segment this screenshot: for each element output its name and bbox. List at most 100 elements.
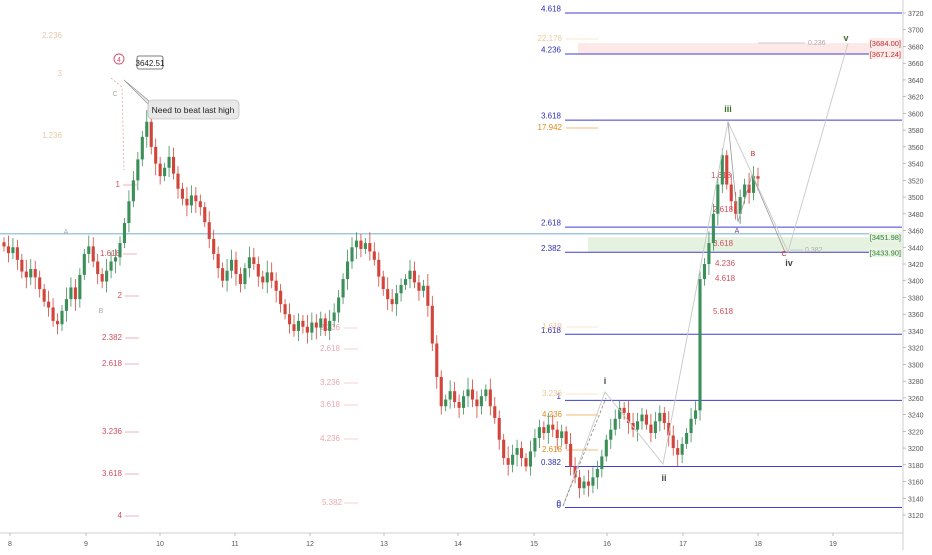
fib-label: 0.382	[541, 458, 562, 467]
wave-label-c: C	[781, 251, 786, 258]
candle-body	[11, 247, 15, 254]
candle-body	[693, 410, 698, 419]
candle-body	[738, 197, 742, 214]
candle-body	[247, 257, 251, 269]
fib-label: 2.618	[541, 219, 562, 228]
candle-body	[457, 402, 461, 408]
candle-body	[229, 259, 234, 271]
candle-body	[96, 261, 100, 275]
left-fib-label: 1.618	[100, 249, 121, 258]
fib-label: 2.382	[541, 244, 562, 253]
price-tag-bg	[869, 247, 902, 258]
y-axis-label: 3220	[908, 429, 924, 436]
candle-body	[279, 290, 283, 305]
candle-body	[354, 240, 359, 248]
callout-box	[147, 99, 240, 120]
orange-fib-label: 3.236	[542, 389, 563, 398]
x-axis-label: 18	[754, 541, 762, 548]
candle-body	[395, 293, 399, 305]
fib-label: 1.618	[541, 326, 562, 335]
candle-body	[29, 269, 33, 278]
candle-body	[127, 201, 131, 224]
candle-body	[408, 270, 412, 280]
fib-zero-extra: 0	[557, 501, 562, 510]
y-axis-label: 3300	[908, 362, 924, 369]
candle-body	[470, 389, 475, 400]
orange-fib-label: 4.236	[542, 410, 563, 419]
candle-body	[225, 270, 229, 281]
left-fib-label: 1.236	[42, 131, 63, 140]
high-price-box	[136, 55, 164, 70]
candle-body	[707, 243, 711, 264]
red-fib-label: 5.618	[713, 307, 734, 316]
candle-body	[497, 417, 501, 440]
candle-body	[185, 198, 189, 206]
candle-body	[261, 276, 265, 283]
mid-fib-label: 5.382	[322, 498, 343, 507]
y-axis-label: 3620	[908, 95, 924, 102]
left-letter-c: C	[112, 91, 117, 98]
candle-body	[390, 299, 394, 305]
y-axis-label: 3340	[908, 329, 924, 336]
candle-body	[82, 253, 86, 275]
candle-body	[502, 439, 506, 459]
y-axis-label: 3120	[908, 513, 924, 520]
ratio-0236: 0.236	[808, 40, 826, 47]
candle-body	[671, 435, 675, 449]
candle-body	[586, 481, 591, 486]
candle-body	[577, 477, 582, 489]
candle-body	[136, 159, 140, 181]
candle-body	[64, 299, 69, 311]
candle-body	[649, 424, 653, 434]
x-axis-label: 8	[8, 541, 12, 548]
high-price-text: 3642.51	[136, 59, 165, 68]
x-axis-label: 13	[380, 541, 388, 548]
candle-body	[506, 458, 510, 465]
candle-body	[479, 396, 483, 407]
candle-body	[100, 274, 104, 282]
y-axis-label: 3520	[908, 178, 924, 185]
candle-body	[417, 282, 421, 291]
y-axis-label: 3400	[908, 279, 924, 286]
zone-layer	[578, 43, 902, 253]
candle-body	[243, 268, 247, 285]
candle-body	[51, 307, 55, 321]
y-axis-label: 3700	[908, 28, 924, 35]
price-tag-bg	[869, 48, 902, 59]
candle-body	[475, 399, 479, 407]
candle-body	[292, 324, 296, 331]
fib-label: 0	[557, 499, 562, 508]
candle-body	[716, 184, 720, 214]
candle-body	[689, 418, 693, 434]
wave-label-b: B	[751, 151, 756, 158]
mid-fib-label: 3.236	[320, 378, 341, 387]
candle-body	[149, 121, 153, 147]
y-axis-label: 3600	[908, 111, 924, 118]
left-fib-label: 1	[116, 180, 121, 189]
candle-body	[533, 438, 537, 452]
candle-body	[430, 305, 434, 344]
candle-body	[743, 184, 747, 198]
candle-body	[448, 391, 452, 400]
red-fib-label: 4.618	[715, 274, 736, 283]
candle-body	[345, 261, 350, 280]
left-letter-b: B	[99, 308, 104, 315]
candle-body	[756, 176, 760, 179]
candle-body	[667, 422, 671, 436]
candle-body	[439, 376, 443, 407]
candle-body	[466, 389, 470, 397]
candle-body	[368, 243, 372, 252]
red-fib-label: 4.236	[715, 259, 736, 268]
candle-body	[573, 466, 577, 478]
candle-body	[453, 391, 457, 403]
y-axis-label: 3420	[908, 262, 924, 269]
orange-fib-label: 17.942	[538, 123, 563, 132]
x-axis-label: 9	[84, 541, 88, 548]
x-axis-label: 15	[530, 541, 538, 548]
price-tag-text: [3433.90]	[870, 248, 901, 257]
candle-body	[635, 421, 640, 430]
candle-body	[627, 412, 631, 423]
